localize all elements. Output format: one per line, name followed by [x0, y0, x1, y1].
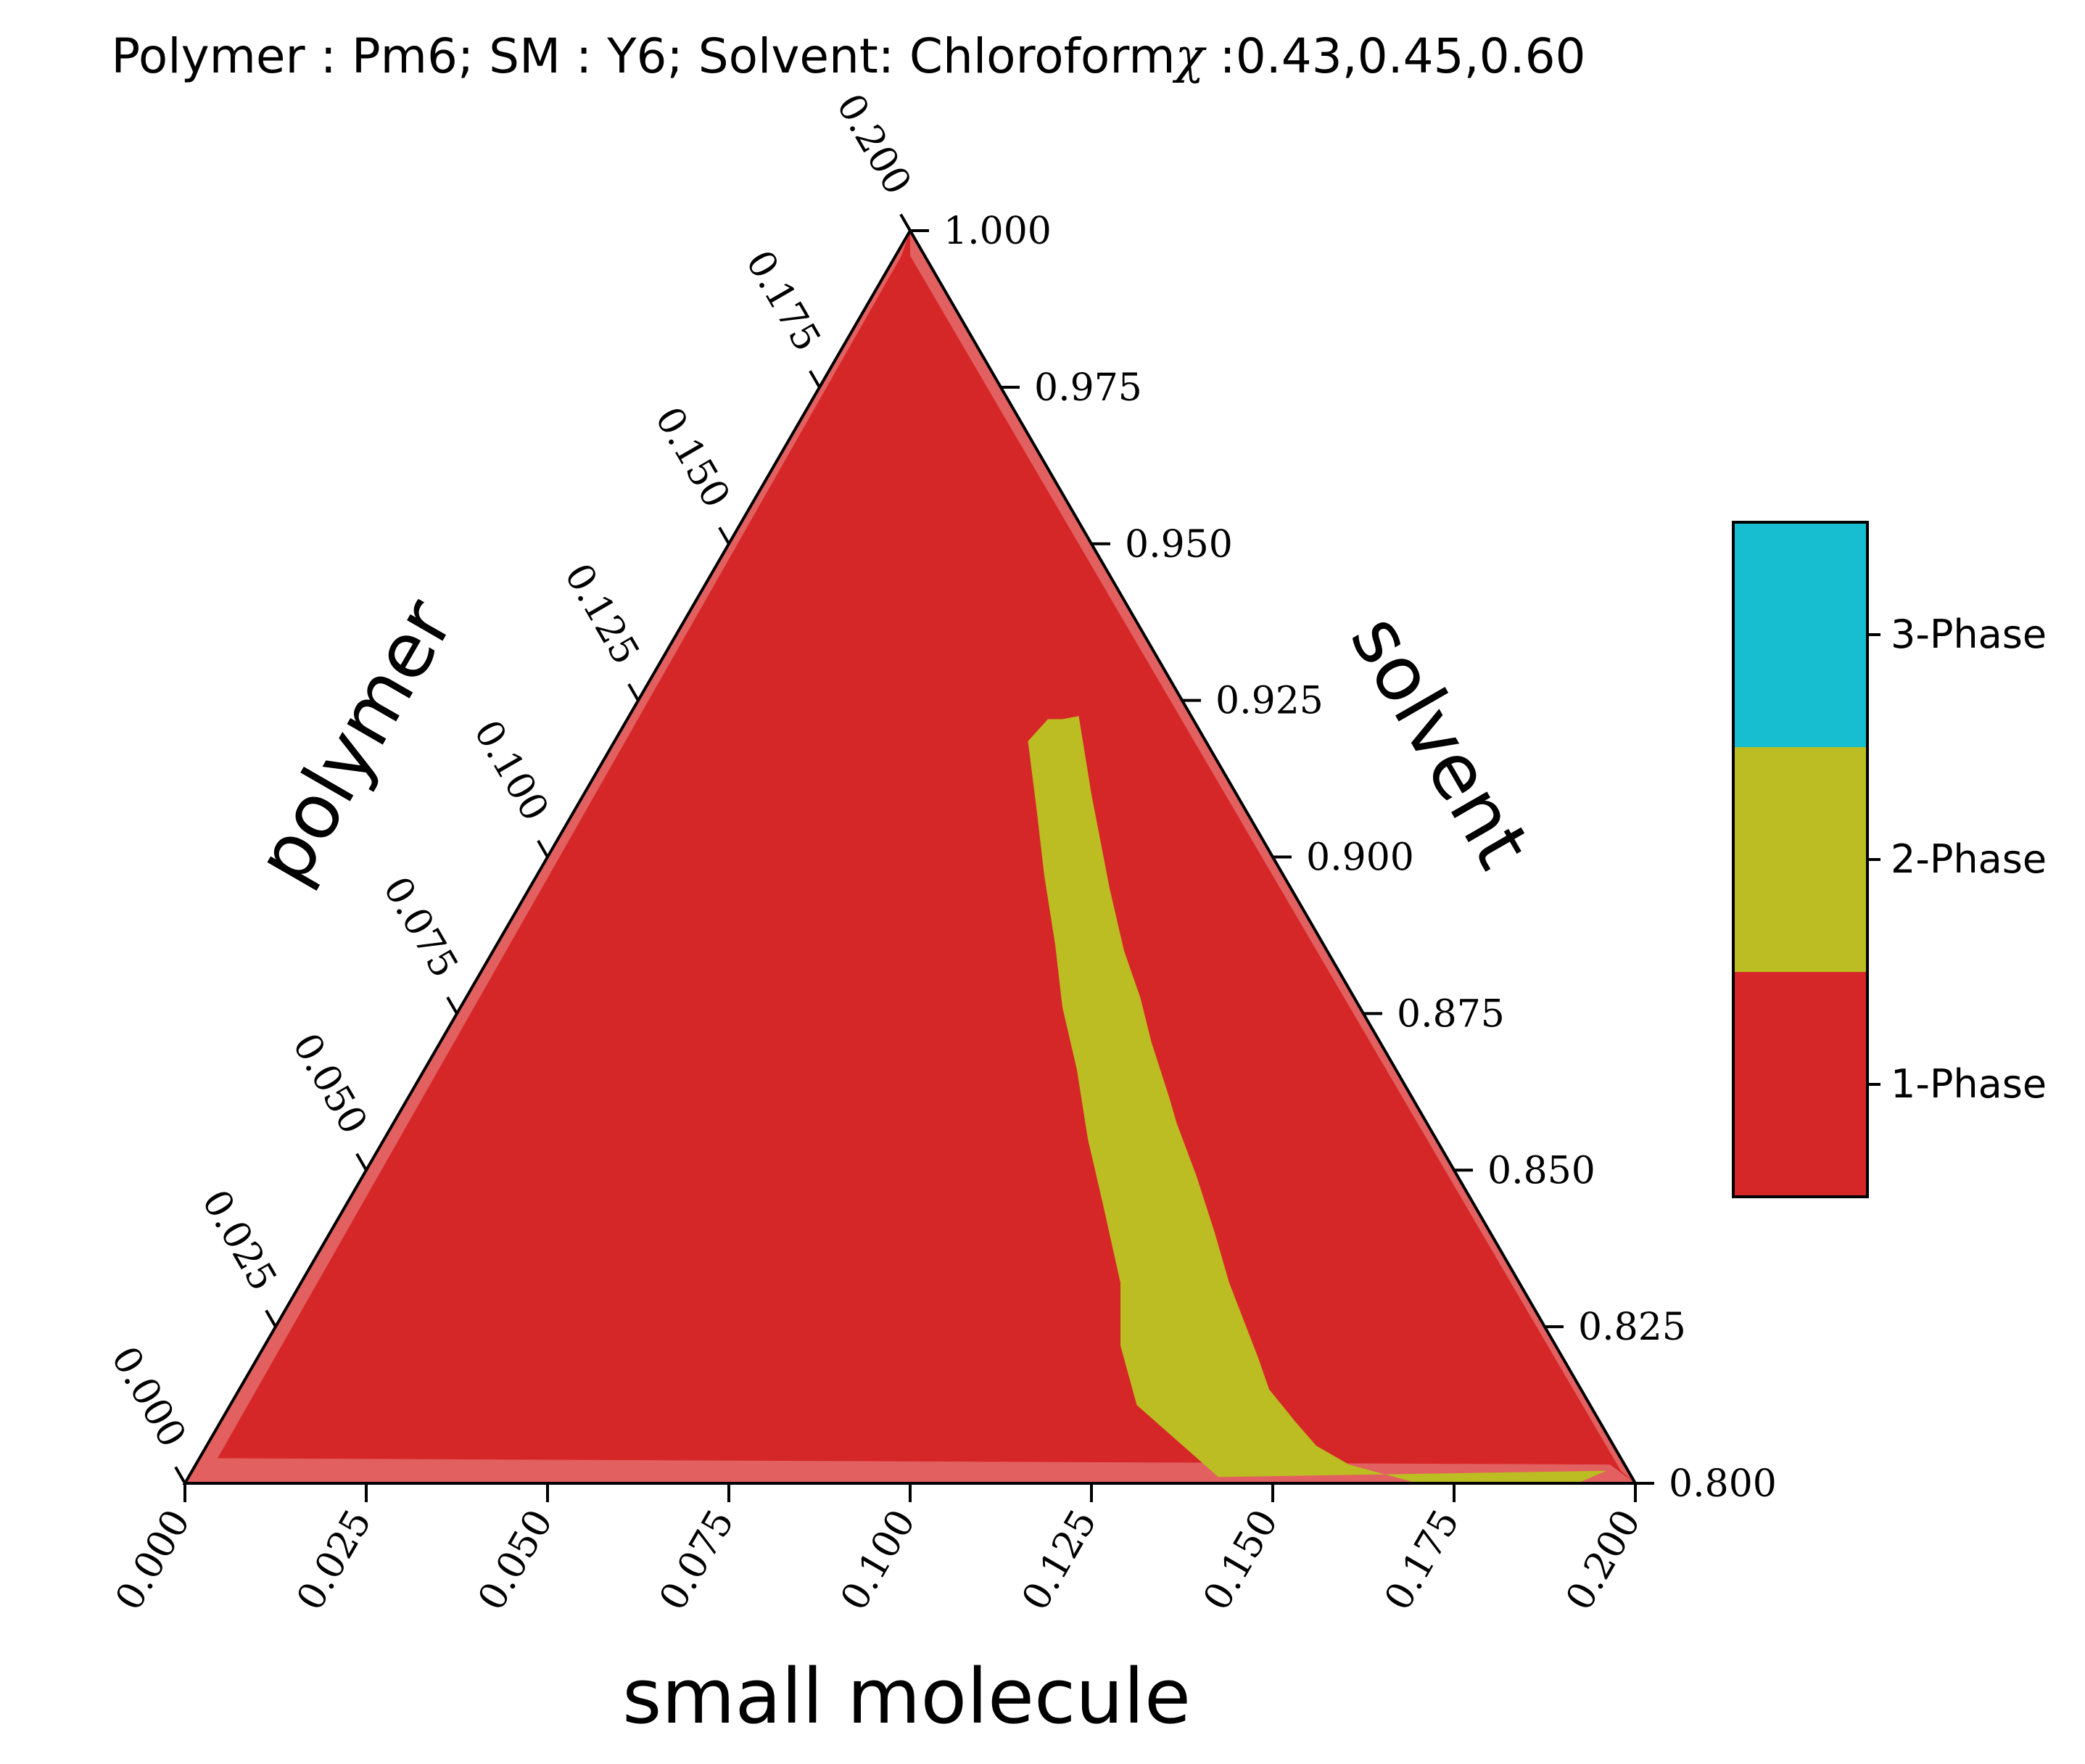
- right-tick-label: 0.800: [1669, 1462, 1777, 1506]
- chart-title-chi: χ: [1173, 28, 1207, 84]
- legend-label: 1-Phase: [1891, 1061, 2047, 1107]
- legend-swatch-2: [1733, 747, 1867, 972]
- right-tick-label: 0.925: [1215, 680, 1324, 723]
- left-tick: [174, 1466, 186, 1485]
- right-tick-label: 0.950: [1125, 523, 1233, 566]
- legend-frame: [1732, 521, 1869, 1198]
- legend-label: 2-Phase: [1891, 836, 2047, 882]
- left-tick: [899, 213, 912, 232]
- right-tick-label: 0.850: [1487, 1149, 1595, 1192]
- region-2-phase: [1028, 716, 1606, 1484]
- legend-swatch-1: [1733, 522, 1867, 747]
- bottom-axis-label: small molecule: [622, 1652, 1191, 1741]
- chart-title-main: Polymer : Pm6; SM : Y6; Solvent: Chlorof…: [111, 28, 1175, 84]
- left-tick: [537, 839, 549, 858]
- right-tick-label: 0.825: [1578, 1306, 1686, 1349]
- chart-title-chi-values: :0.43,0.45,0.60: [1205, 28, 1586, 84]
- right-tick-label: 0.875: [1397, 992, 1505, 1036]
- legend-label: 3-Phase: [1891, 611, 2047, 657]
- left-tick: [809, 370, 821, 388]
- right-tick-label: 0.975: [1034, 366, 1142, 410]
- left-tick: [355, 1153, 368, 1171]
- left-tick: [627, 683, 640, 701]
- legend: 3-Phase 2-Phase 1-Phase: [1732, 521, 2047, 1198]
- left-tick: [446, 996, 458, 1015]
- chart-title: Polymer : Pm6; SM : Y6; Solvent: Chlorof…: [111, 28, 1585, 84]
- left-tick: [265, 1309, 277, 1328]
- left-tick: [718, 527, 730, 545]
- right-tick-label: 0.900: [1306, 836, 1414, 880]
- right-tick-label: 1.000: [944, 210, 1052, 253]
- region-1-phase-interior: [221, 274, 1599, 1459]
- legend-swatch-3: [1733, 972, 1867, 1197]
